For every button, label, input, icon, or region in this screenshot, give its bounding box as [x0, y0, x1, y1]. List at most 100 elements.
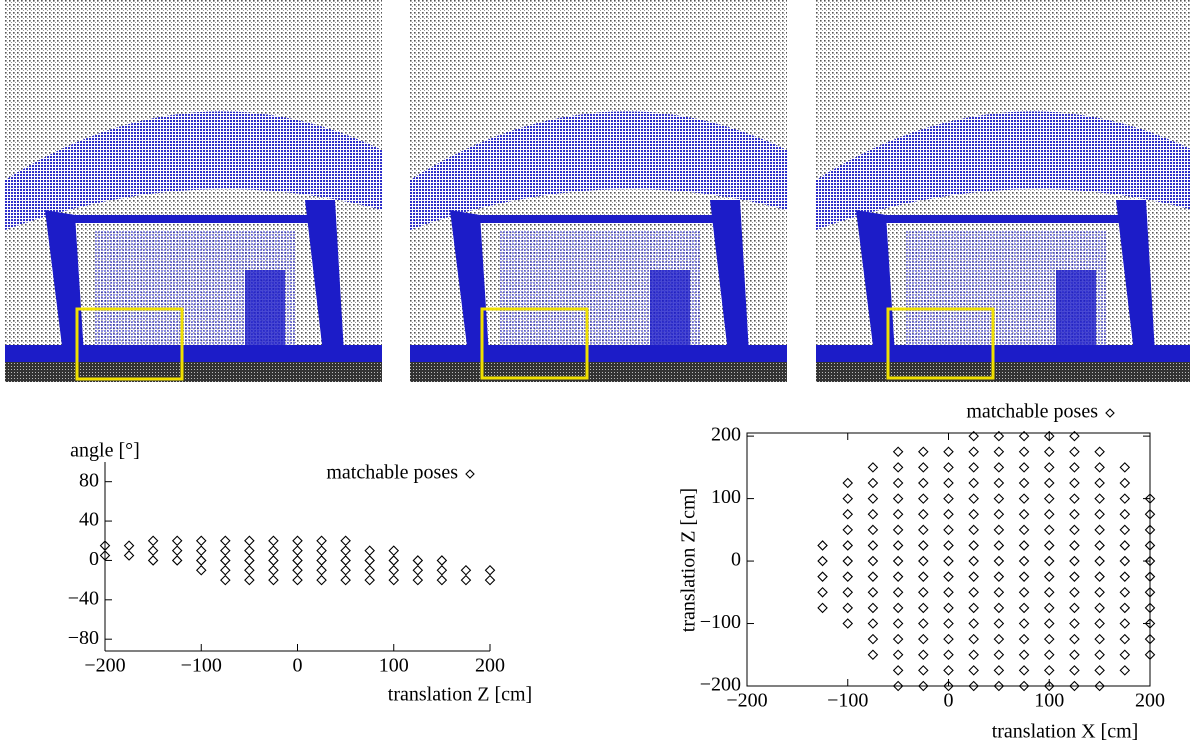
- pose-marker: [340, 545, 351, 556]
- pose-marker: [268, 535, 279, 547]
- pose-marker: [968, 462, 979, 473]
- pose-marker: [388, 545, 400, 556]
- pose-marker: [943, 602, 954, 614]
- pose-marker: [968, 665, 979, 676]
- pose-marker: [1018, 665, 1030, 676]
- pose-marker: [892, 524, 904, 536]
- pose-marker: [892, 618, 904, 629]
- y-axis-label: angle [°]: [70, 440, 140, 462]
- pose-marker: [993, 602, 1005, 614]
- y-tick-label: 100: [711, 486, 741, 508]
- pose-marker: [867, 618, 879, 629]
- pose-marker: [842, 477, 854, 489]
- pose-marker: [364, 574, 375, 586]
- pose-marker: [171, 535, 183, 547]
- pose-marker: [943, 524, 954, 536]
- legend-marker: [465, 469, 475, 479]
- pose-marker: [1144, 587, 1156, 598]
- pose-marker: [147, 535, 159, 547]
- pose-marker: [892, 446, 904, 458]
- pose-marker: [1069, 633, 1080, 645]
- pose-marker: [842, 555, 854, 567]
- pose-marker: [867, 587, 879, 598]
- pose-marker: [817, 602, 828, 614]
- pose-marker: [817, 587, 828, 598]
- pose-marker: [292, 545, 303, 556]
- pose-marker: [993, 462, 1005, 473]
- pose-marker: [943, 462, 954, 473]
- pose-marker: [147, 545, 159, 556]
- pose-marker: [460, 565, 472, 576]
- pose-marker: [1069, 462, 1080, 473]
- pose-marker: [892, 540, 904, 551]
- pose-marker: [220, 555, 231, 566]
- pose-marker: [1069, 555, 1080, 567]
- pose-marker: [1043, 602, 1055, 614]
- pose-marker: [364, 555, 375, 566]
- pose-marker: [1043, 524, 1055, 536]
- pose-marker: [1043, 540, 1055, 551]
- pose-marker: [1094, 446, 1105, 458]
- pose-marker: [892, 508, 904, 520]
- pose-marker: [1018, 462, 1030, 473]
- pose-marker: [220, 565, 231, 576]
- pose-marker: [1069, 587, 1080, 598]
- pose-marker: [1043, 649, 1055, 661]
- y-tick-label: 80: [79, 469, 99, 491]
- pose-marker: [1119, 602, 1131, 614]
- pose-marker: [147, 555, 159, 566]
- pose-marker: [1094, 555, 1105, 567]
- y-axis-label: translation Z [cm]: [678, 488, 700, 632]
- pose-marker: [918, 493, 929, 504]
- pose-marker: [1119, 555, 1131, 567]
- pose-marker: [1069, 524, 1080, 536]
- pose-marker: [918, 571, 929, 582]
- pose-marker: [1094, 587, 1105, 598]
- pose-marker: [1018, 446, 1030, 458]
- x-axis-label: translation Z [cm]: [388, 684, 532, 706]
- y-tick-label: 0: [89, 548, 99, 570]
- pose-marker: [918, 524, 929, 536]
- pose-marker: [993, 587, 1005, 598]
- pose-marker: [268, 545, 279, 556]
- pose-marker: [1018, 587, 1030, 598]
- pose-marker: [918, 587, 929, 598]
- x-tick-label: 100: [379, 655, 409, 677]
- pose-marker: [993, 508, 1005, 520]
- pose-marker: [993, 633, 1005, 645]
- pose-marker: [968, 680, 979, 692]
- pose-marker: [388, 565, 400, 576]
- pose-marker: [1119, 649, 1131, 661]
- pose-marker: [292, 574, 303, 586]
- legend-label: matchable poses: [326, 462, 458, 484]
- pose-marker: [244, 565, 255, 576]
- pose-marker: [1094, 680, 1105, 692]
- pose-marker: [340, 555, 351, 566]
- pose-marker: [1119, 477, 1131, 489]
- pose-marker: [1018, 477, 1030, 489]
- pose-marker: [1119, 493, 1131, 504]
- pose-marker: [918, 462, 929, 473]
- pose-marker: [993, 618, 1005, 629]
- pose-marker: [1144, 633, 1156, 645]
- pose-marker: [316, 535, 327, 547]
- pose-marker: [340, 535, 351, 547]
- pose-marker: [892, 571, 904, 582]
- pose-marker: [993, 430, 1005, 442]
- pose-marker: [968, 587, 979, 598]
- x-tick-label: −200: [726, 690, 767, 712]
- point-cloud-image: [816, 0, 1190, 382]
- legend-label: matchable poses: [966, 401, 1098, 423]
- pose-marker: [842, 602, 854, 614]
- pose-marker: [1119, 665, 1131, 676]
- pose-marker: [943, 508, 954, 520]
- pose-marker: [171, 545, 183, 556]
- pose-marker: [943, 477, 954, 489]
- pose-marker: [436, 574, 448, 586]
- pose-marker: [943, 446, 954, 458]
- pose-marker: [1094, 618, 1105, 629]
- pose-marker: [1018, 680, 1030, 692]
- pose-marker: [1018, 540, 1030, 551]
- x-tick-label: 0: [944, 690, 954, 712]
